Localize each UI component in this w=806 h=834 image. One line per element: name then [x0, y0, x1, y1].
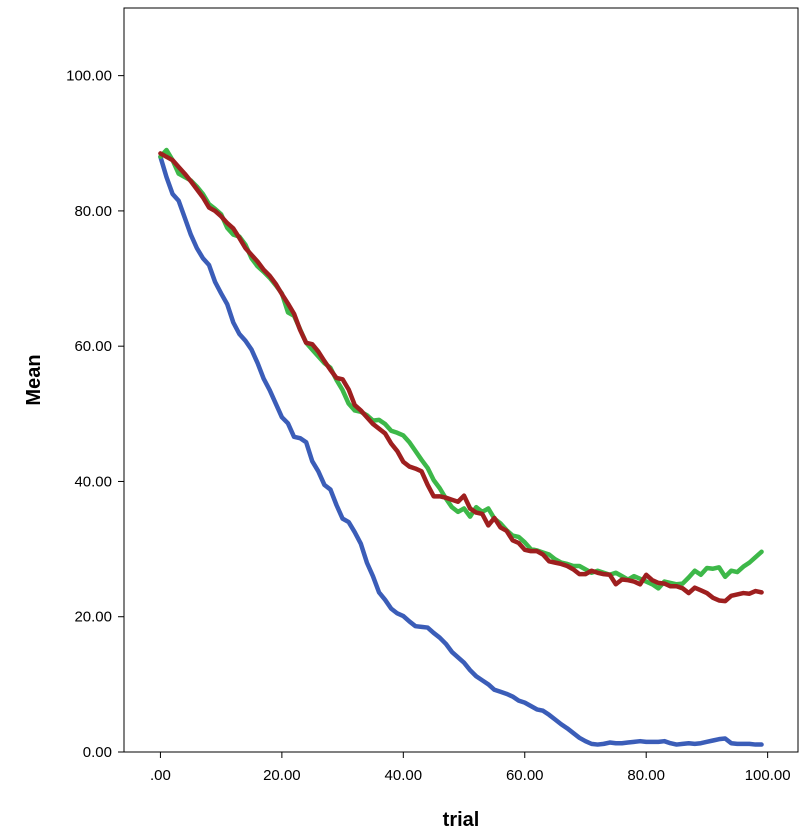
y-tick-label: 80.00	[74, 203, 112, 220]
y-axis-title: Mean	[23, 354, 45, 405]
x-tick-label: 100.00	[745, 767, 791, 784]
x-tick-label: 20.00	[263, 767, 301, 784]
series-line-1	[158, 154, 764, 747]
x-tick-label: .00	[150, 767, 171, 784]
y-tick-label: 0.00	[83, 744, 112, 761]
y-axis-ticks: 0.00 20.00 40.00 60.00 80.00 100.00	[66, 68, 124, 761]
x-axis-title: trial	[443, 809, 480, 831]
x-tick-label: 40.00	[385, 767, 423, 784]
series-line-3	[158, 151, 764, 604]
y-tick-label: 40.00	[74, 473, 112, 490]
y-tick-label: 20.00	[74, 609, 112, 626]
x-axis-ticks: .00 20.00 40.00 60.00 80.00 100.00	[150, 752, 791, 784]
x-tick-label: 60.00	[506, 767, 544, 784]
series-layer	[158, 147, 764, 747]
y-tick-label: 100.00	[66, 68, 112, 85]
x-tick-label: 80.00	[627, 767, 665, 784]
y-tick-label: 60.00	[74, 338, 112, 355]
plot-area-frame	[123, 7, 799, 753]
